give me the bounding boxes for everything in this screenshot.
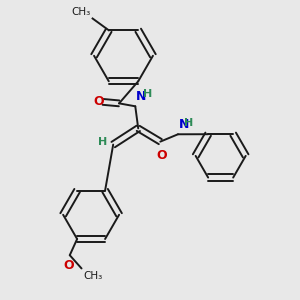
Text: O: O [157, 149, 167, 162]
Text: CH₃: CH₃ [83, 271, 102, 281]
Text: H: H [142, 89, 152, 99]
Text: H: H [98, 137, 107, 147]
Text: H: H [184, 118, 194, 128]
Text: N: N [178, 118, 189, 131]
Text: N: N [136, 90, 146, 103]
Text: CH₃: CH₃ [72, 7, 91, 17]
Text: O: O [94, 95, 104, 108]
Text: O: O [63, 259, 74, 272]
